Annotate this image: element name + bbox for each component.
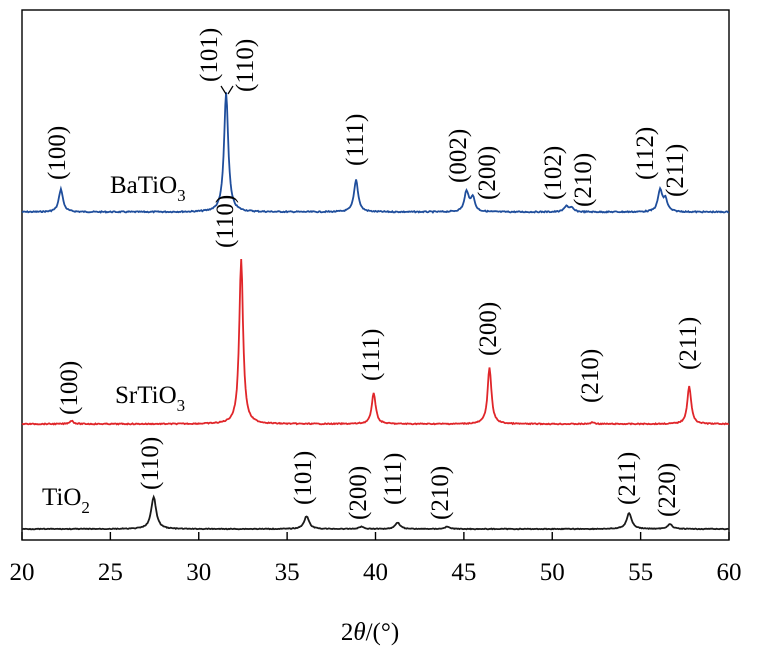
peak-label: (211) xyxy=(675,317,702,370)
peak-label: (200) xyxy=(474,146,501,200)
series-line-0 xyxy=(21,92,729,214)
series-name-label: TiO2 xyxy=(42,484,90,517)
x-tick-label: 45 xyxy=(451,559,476,586)
series-layer xyxy=(21,92,730,531)
peak-label: (101) xyxy=(290,451,317,505)
peak-labels-layer: BaTiO3(100)(101)(111) (002) (200) (102) (210… xyxy=(42,28,702,520)
series-name-label: BaTiO3 xyxy=(110,172,186,205)
x-tick-label: 25 xyxy=(98,559,123,586)
peak-label: (112) xyxy=(632,127,659,180)
peak-label: (110) xyxy=(212,195,239,248)
peak-label: (210) xyxy=(570,153,597,207)
x-tick-label: 60 xyxy=(717,559,742,586)
peak-label: (101) xyxy=(196,28,223,82)
peak-label: (210) xyxy=(427,466,454,520)
peak-label: (111) xyxy=(380,453,407,505)
peak-label: (210) xyxy=(577,349,604,403)
peak-label: (002) xyxy=(445,129,472,183)
x-axis-ticks: 20 25 30 35 40 45 50 55 60 xyxy=(10,532,742,586)
series-line-1 xyxy=(21,259,729,426)
x-tick-label: 35 xyxy=(275,559,300,586)
label-leader-line xyxy=(227,85,234,95)
peak-label: (200) xyxy=(345,466,372,520)
peak-label: (111) xyxy=(342,114,369,166)
x-axis-title: 2θ/(°) xyxy=(341,619,399,646)
peak-label: (200) xyxy=(475,302,502,356)
peak-label: (100) xyxy=(44,126,71,180)
peak-label: (110) xyxy=(137,437,164,490)
peak-label: (211) xyxy=(614,452,641,505)
x-tick-label: 55 xyxy=(628,559,653,586)
x-tick-label: 40 xyxy=(363,559,388,586)
peak-label: (211) xyxy=(662,144,689,197)
peak-label: (102) xyxy=(540,146,567,200)
peak-label: (111) xyxy=(358,329,385,381)
series-line-2 xyxy=(21,494,730,531)
x-tick-label: 30 xyxy=(186,559,211,586)
peak-label: (100) xyxy=(56,361,83,415)
series-name-label: SrTiO3 xyxy=(115,382,185,415)
label-leader-line xyxy=(220,85,227,95)
peak-label: (110) xyxy=(232,39,259,92)
peak-label: (220) xyxy=(654,463,681,517)
x-tick-label: 20 xyxy=(10,559,35,586)
x-tick-label: 50 xyxy=(540,559,565,586)
